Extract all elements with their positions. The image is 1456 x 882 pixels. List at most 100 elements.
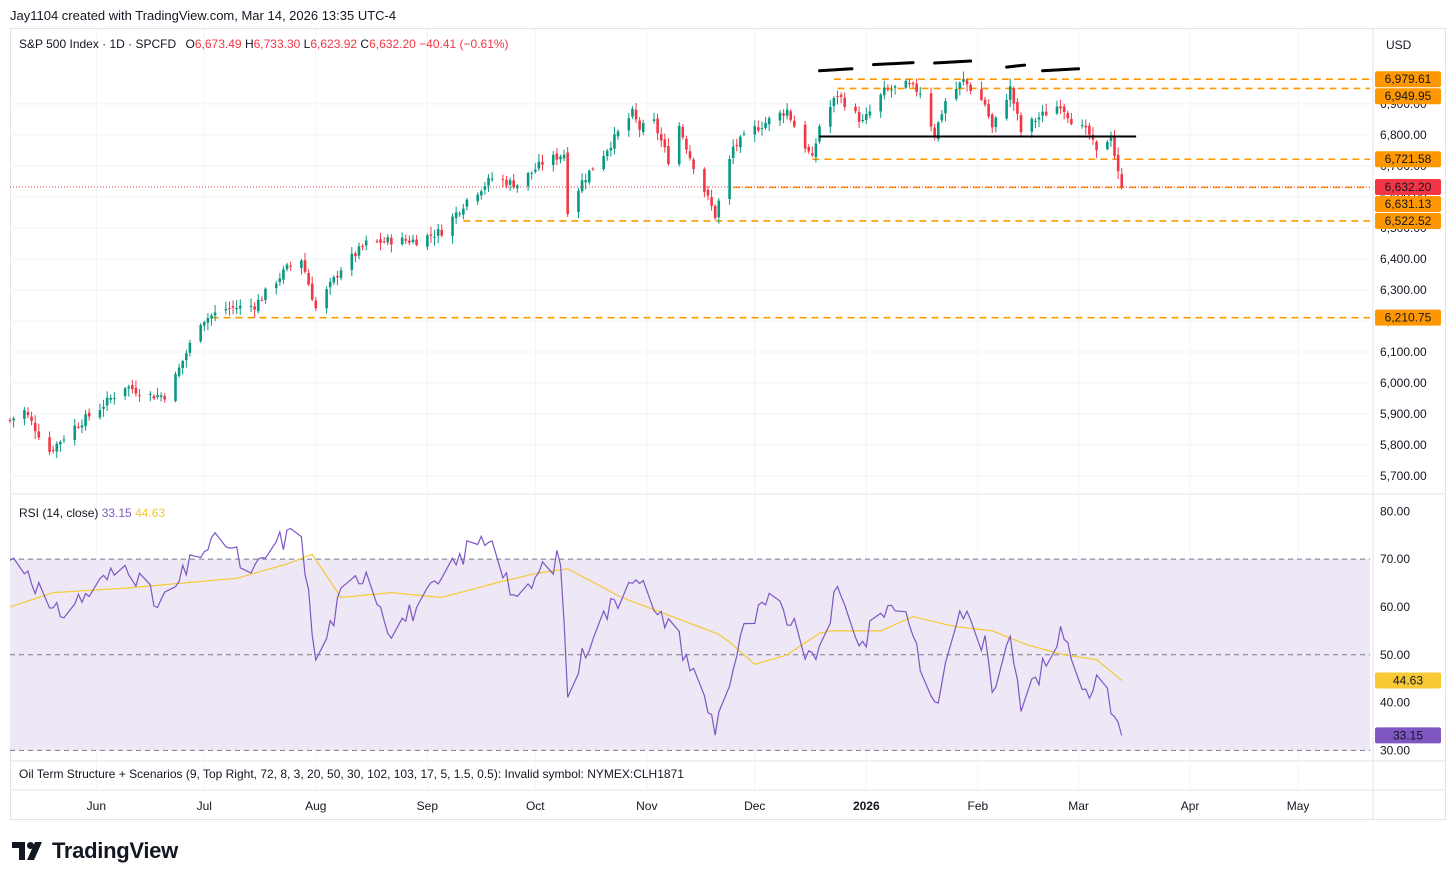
- candle-body: [1080, 125, 1084, 127]
- candle: [354, 251, 357, 263]
- candle: [879, 92, 882, 118]
- candle: [451, 213, 454, 244]
- candle-body: [310, 283, 314, 300]
- candle-body: [465, 199, 469, 207]
- price-badge: 6,522.52: [1375, 212, 1441, 229]
- candle: [717, 198, 721, 224]
- candle: [249, 298, 253, 313]
- badge-label: 6,632.20: [1385, 180, 1432, 194]
- candle: [332, 275, 336, 286]
- brand-name: TradingView: [52, 838, 178, 863]
- currency-label[interactable]: USD: [1386, 38, 1412, 52]
- resistance-mark: [871, 61, 915, 67]
- rsi-ma-value: 44.63: [135, 506, 166, 520]
- candle: [591, 167, 595, 171]
- badge-bg: [1375, 727, 1441, 744]
- candle: [789, 109, 793, 123]
- badge-label: 6,721.58: [1385, 152, 1432, 166]
- candle: [587, 169, 591, 185]
- candle: [958, 81, 962, 96]
- candle: [793, 115, 796, 128]
- candle: [706, 185, 710, 201]
- candle-body: [12, 418, 15, 421]
- time-tick-label: Dec: [744, 799, 765, 813]
- candle-body: [882, 87, 886, 96]
- candle: [73, 419, 77, 446]
- badge-label: 6,949.95: [1385, 89, 1432, 103]
- candle: [627, 112, 631, 137]
- candle: [962, 71, 965, 86]
- candle: [1005, 93, 1008, 121]
- time-tick-label: Nov: [636, 799, 657, 813]
- candle: [713, 204, 717, 220]
- candle: [213, 304, 217, 322]
- candle: [508, 177, 512, 191]
- candle: [1106, 139, 1109, 151]
- candle: [285, 262, 289, 272]
- candle-body: [785, 109, 789, 116]
- candle-body: [987, 104, 990, 117]
- candle: [307, 269, 310, 287]
- candle-body: [400, 237, 404, 245]
- rsi-title[interactable]: RSI (14, close): [19, 506, 99, 520]
- candle: [109, 394, 113, 404]
- badge-label: 6,210.75: [1385, 311, 1432, 325]
- candle: [400, 232, 404, 246]
- candle: [8, 417, 12, 424]
- candle-body: [181, 361, 184, 369]
- candle-body: [238, 305, 242, 309]
- candle: [238, 299, 242, 316]
- candle-body: [613, 134, 616, 149]
- candle-body: [516, 185, 519, 189]
- candle-body: [1005, 99, 1008, 119]
- candle-body: [602, 156, 605, 170]
- price-badge: 6,210.75: [1375, 309, 1441, 326]
- candle-body: [868, 111, 872, 116]
- candle-body: [138, 395, 141, 397]
- candle-body: [48, 437, 51, 452]
- candle: [980, 81, 983, 102]
- candle: [566, 147, 569, 217]
- candle-body: [278, 278, 282, 282]
- candle-body: [98, 410, 102, 418]
- candle-body: [638, 120, 641, 130]
- candle-body: [476, 194, 480, 202]
- badge-bg: [1375, 672, 1441, 689]
- time-tick-label: Mar: [1068, 799, 1089, 813]
- candle-body: [857, 112, 861, 122]
- candle: [181, 359, 184, 375]
- candle: [375, 239, 379, 244]
- candle: [584, 173, 587, 190]
- price-tick-label: 6,100.00: [1380, 345, 1427, 359]
- candle: [156, 388, 159, 400]
- candle-body: [404, 238, 408, 241]
- candle: [1019, 112, 1023, 137]
- candle: [1030, 116, 1034, 139]
- annotations: [818, 59, 1137, 138]
- symbol-name[interactable]: S&P 500 Index · 1D · SPCFD: [19, 37, 177, 51]
- candle-body: [818, 126, 821, 142]
- candle: [681, 124, 685, 140]
- candle-body: [717, 200, 721, 218]
- candle-body: [62, 439, 66, 441]
- candle: [102, 399, 105, 417]
- candle-body: [980, 89, 983, 100]
- candle-body: [188, 342, 192, 353]
- candle-body: [433, 236, 436, 238]
- candle-body: [836, 96, 839, 98]
- candle: [364, 235, 368, 251]
- candle: [1059, 99, 1062, 115]
- candle: [339, 266, 343, 281]
- candle-body: [228, 308, 231, 310]
- candle: [861, 114, 864, 124]
- candle: [940, 110, 944, 123]
- candle: [12, 416, 15, 428]
- candle: [310, 276, 314, 302]
- candle-body: [33, 422, 37, 432]
- candle-body: [1037, 117, 1041, 120]
- price-badge: 6,949.95: [1375, 88, 1441, 105]
- candle: [965, 78, 969, 92]
- candle-body: [1059, 106, 1062, 109]
- candle-body: [1106, 141, 1109, 150]
